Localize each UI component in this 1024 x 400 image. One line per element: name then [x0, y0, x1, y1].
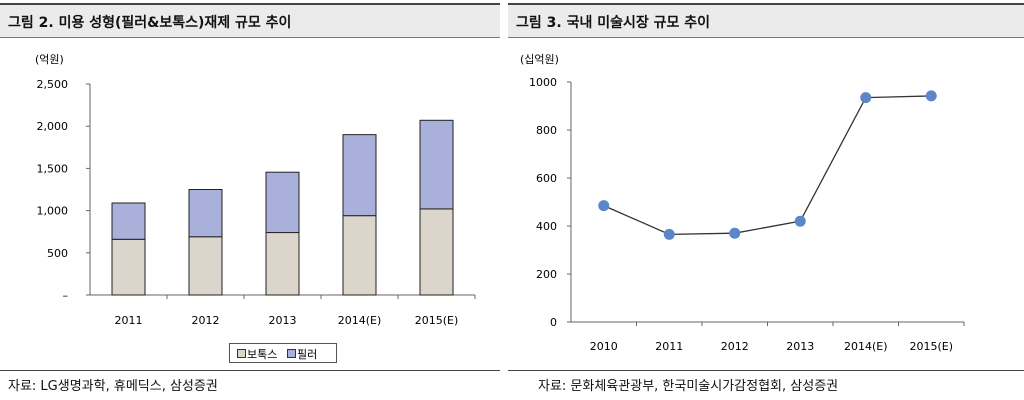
line-series [603, 95, 932, 236]
left-source: 자료: LG생명과학, 휴메딕스, 삼성증권 [8, 379, 218, 394]
line-y-tick-label: 400 [536, 220, 557, 233]
bar-x-tick-label: 2015(E) [415, 314, 459, 327]
line-point [729, 227, 741, 239]
right-chart-title: 그림 3. 국내 미술시장 규모 추이 [516, 15, 710, 31]
bar-filler [111, 202, 146, 240]
bar-y-unit: (억원) [35, 53, 64, 66]
line-y-tick-label: 800 [536, 124, 557, 137]
line-y-tick-label: 1000 [529, 76, 557, 89]
bar-botox [419, 208, 454, 296]
bar-filler [265, 171, 300, 234]
left-footer-rule [0, 370, 500, 371]
bar-y-tick-label: 500 [47, 247, 68, 260]
bar-x-tick-label: 2013 [269, 314, 297, 327]
line-x-tick-label: 2010 [590, 340, 618, 353]
bar-y-tick-label: 2,500 [37, 78, 69, 91]
line-point [860, 92, 872, 104]
left-chart-panel: 그림 2. 미용 성형(필러&보톡스)재제 규모 추이 (억원) – 500 1,00… [0, 0, 500, 400]
bar-filler [188, 189, 223, 238]
line-y-tick-label: 600 [536, 172, 557, 185]
bar-y-tick-label: – [63, 289, 69, 302]
legend-swatch-filler [287, 349, 296, 358]
legend-label-botox: 보톡스 [247, 348, 278, 361]
bar-legend: 보톡스 필러 [229, 343, 337, 363]
line-x-tick-label: 2012 [721, 340, 749, 353]
legend-label-filler: 필러 [297, 348, 318, 361]
bar-botox [188, 236, 223, 296]
bar-y-tick-label: 2,000 [37, 120, 69, 133]
bar-y-tick-label: 1,000 [37, 205, 69, 218]
bar-filler [419, 119, 454, 210]
line-x-tick-label: 2015(E) [909, 340, 953, 353]
line-x-tick-label: 2013 [786, 340, 814, 353]
line-point [663, 228, 675, 240]
bar-botox [342, 215, 377, 296]
right-footer-rule [508, 370, 1024, 371]
line-chart: (십억원) 0 200 400 600 800 1000 2010 2011 2012 2013 20… [520, 53, 965, 353]
bar-botox [265, 232, 300, 296]
bar-botox [111, 238, 146, 296]
bar-y-tick-label: 1,500 [37, 162, 69, 175]
right-chart-panel: 그림 3. 국내 미술시장 규모 추이 (십억원) 0 200 400 600 800 10… [508, 0, 1024, 400]
left-chart-title: 그림 2. 미용 성형(필러&보톡스)재제 규모 추이 [8, 15, 292, 31]
left-title-bar: 그림 2. 미용 성형(필러&보톡스)재제 규모 추이 [0, 3, 500, 38]
bar-x-tick-label: 2014(E) [338, 314, 382, 327]
line-point [925, 90, 937, 102]
right-source: 자료: 문화체육관광부, 한국미술시가감정협회, 삼성증권 [538, 379, 839, 394]
line-point [794, 215, 806, 227]
line-x-tick-label: 2011 [655, 340, 683, 353]
line-y-tick-label: 200 [536, 268, 557, 281]
line-y-unit: (십억원) [520, 53, 559, 66]
bar-filler [342, 134, 377, 217]
bar-x-tick-label: 2011 [115, 314, 143, 327]
right-title-bar: 그림 3. 국내 미술시장 규모 추이 [508, 3, 1024, 38]
line-y-tick-label: 0 [550, 316, 557, 329]
bar-chart: (억원) – 500 1,000 1,500 2,000 2,500 2011 2012 2013… [35, 53, 476, 327]
bar-x-tick-label: 2012 [192, 314, 220, 327]
line-point [598, 200, 610, 212]
legend-swatch-botox [237, 349, 246, 358]
line-x-tick-label: 2014(E) [844, 340, 888, 353]
